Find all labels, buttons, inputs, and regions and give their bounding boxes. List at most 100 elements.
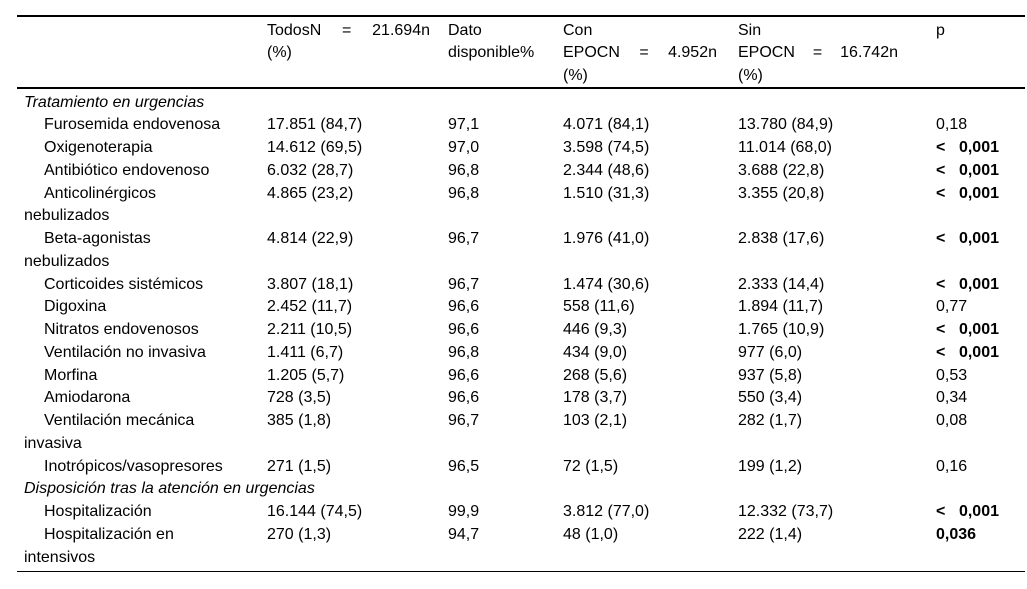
p-value-number: 0,001 <box>958 321 999 338</box>
header-col-con-epoc: Con EPOCN = 4.952n (%) <box>563 20 738 88</box>
cell-sin-epoc: 11.014 (68,0) <box>738 139 832 156</box>
cell-con-epoc: 446 (9,3) <box>563 321 628 338</box>
cell-dato-disponible: 94,7 <box>448 525 480 543</box>
header-todos-line2: (%) <box>267 44 292 62</box>
cell-sin-epoc: 12.332 (73,7) <box>738 503 834 520</box>
cell-dato-disponible: 96,5 <box>448 457 480 475</box>
header-todos-line1: TodosN = 21.694n <box>267 21 430 39</box>
cell-sin-epoc: 199 (1,2) <box>738 457 803 475</box>
cell-con-epoc: 434 (9,0) <box>563 343 628 361</box>
table-row: Digoxina 2.452 (11,7) 96,6 558 (11,6) 1.894 … <box>17 296 1025 319</box>
p-less-than-sign: < <box>936 139 946 156</box>
p-less-than-sign: < <box>936 321 946 338</box>
cell-p-value: <0,001 <box>922 137 1025 160</box>
table-section-row: Disposición tras la atención en urgencia… <box>17 478 1025 501</box>
cell-con-epoc: 72 (1,5) <box>563 457 619 475</box>
p-less-than-sign: < <box>936 161 946 179</box>
cell-p-value: <0,001 <box>922 160 1025 183</box>
p-value-number: 0,001 <box>958 230 999 247</box>
cell-p-value: 0,036 <box>922 524 1025 547</box>
row-label: Beta-agonistas nebulizados <box>24 230 151 270</box>
p-value-number: 0,001 <box>958 503 999 520</box>
cell-todos: 728 (3,5) <box>267 389 332 407</box>
cell-dato-disponible: 96,7 <box>448 275 480 293</box>
table-bottom-rule <box>17 570 1025 573</box>
cell-dato-disponible: 96,8 <box>448 184 480 202</box>
cell-p-value: <0,001 <box>922 228 1025 251</box>
cell-dato-disponible: 97,1 <box>448 116 480 134</box>
cell-todos: 270 (1,3) <box>267 525 332 543</box>
cell-sin-epoc: 282 (1,7) <box>738 412 803 429</box>
row-label: Ventilación mecánica invasiva <box>24 412 195 452</box>
p-value-number: 0,001 <box>958 184 999 202</box>
table-row: Corticoides sistémicos 3.807 (18,1) 96,7 1.… <box>17 274 1025 297</box>
cell-sin-epoc: 2.333 (14,4) <box>738 275 825 293</box>
cell-p-value: <0,001 <box>922 183 1025 206</box>
cell-con-epoc: 1.474 (30,6) <box>563 275 650 293</box>
cell-p-value: 0,34 <box>922 387 1025 410</box>
cell-todos: 4.814 (22,9) <box>267 230 354 247</box>
header-sin-line1: Sin <box>738 21 762 39</box>
p-less-than-sign: < <box>936 343 946 361</box>
table-top-rule <box>17 15 1025 17</box>
cell-p-value: <0,001 <box>922 342 1025 365</box>
table-row: Inotrópicos/vasopresores 271 (1,5) 96,5 72 … <box>17 456 1025 479</box>
table-header-rule <box>17 87 1025 89</box>
cell-con-epoc: 103 (2,1) <box>563 412 628 429</box>
row-label: Morfina <box>44 366 98 384</box>
cell-todos: 4.865 (23,2) <box>267 184 354 202</box>
table-row: Furosemida endovenosa 17.851 (84,7) 97,1 4.… <box>17 114 1025 137</box>
header-col-p: p <box>936 21 945 39</box>
cell-todos: 3.807 (18,1) <box>267 275 354 293</box>
table-row: Hospitalización 16.144 (74,5) 99,9 3.812 (7… <box>17 501 1025 524</box>
cell-dato-disponible: 96,7 <box>448 412 480 429</box>
row-label: Oxigenoterapia <box>44 139 153 156</box>
cell-con-epoc: 1.510 (31,3) <box>563 184 650 202</box>
cell-dato-disponible: 97,0 <box>448 139 480 156</box>
p-value-number: 0,001 <box>958 161 999 179</box>
table-row: Hospitalización en intensivos 270 (1,3) 94… <box>17 524 1025 570</box>
cell-dato-disponible: 96,6 <box>448 389 480 407</box>
p-value-justified: <0,001 <box>936 183 999 206</box>
table-row: Ventilación mecánica invasiva 385 (1,8) 96… <box>17 410 1025 456</box>
header-con-line2: EPOCN = 4.952n <box>563 44 717 62</box>
cell-con-epoc: 178 (3,7) <box>563 389 628 407</box>
cell-sin-epoc: 2.838 (17,6) <box>738 230 825 247</box>
cell-dato-disponible: 96,7 <box>448 230 480 247</box>
p-less-than-sign: < <box>936 275 946 293</box>
header-sin-line2: EPOCN = 16.742n <box>738 44 898 62</box>
row-label: Nitratos endovenosos <box>44 321 199 338</box>
cell-sin-epoc: 1.894 (11,7) <box>738 298 824 316</box>
table-header: TodosN = 21.694n (%) Dato disponible% Con … <box>17 20 1025 88</box>
cell-p-value: 0,77 <box>922 296 1025 319</box>
cell-con-epoc: 268 (5,6) <box>563 366 628 384</box>
row-label: Antibiótico endovenoso <box>44 161 210 179</box>
cell-dato-disponible: 96,8 <box>448 343 480 361</box>
cell-p-value: <0,001 <box>922 501 1025 524</box>
cell-con-epoc: 48 (1,0) <box>563 525 619 543</box>
p-value-justified: <0,001 <box>936 160 999 183</box>
cell-con-epoc: 2.344 (48,6) <box>563 161 650 179</box>
cell-p-value: 0,16 <box>922 456 1025 479</box>
cell-dato-disponible: 96,8 <box>448 161 480 179</box>
row-label: Furosemida endovenosa <box>44 116 221 134</box>
cell-sin-epoc: 1.765 (10,9) <box>738 321 825 338</box>
p-less-than-sign: < <box>936 184 946 202</box>
p-value-number: 0,001 <box>958 139 999 156</box>
table-row: Beta-agonistas nebulizados 4.814 (22,9) 96… <box>17 228 1025 274</box>
p-less-than-sign: < <box>936 503 946 520</box>
header-col-dato-disponible: Dato disponible% <box>448 20 563 66</box>
cell-sin-epoc: 550 (3,4) <box>738 389 803 407</box>
p-value-number: 0,036 <box>936 525 977 543</box>
cell-sin-epoc: 937 (5,8) <box>738 366 803 384</box>
cell-con-epoc: 3.598 (74,5) <box>563 139 650 156</box>
header-dato-line1: Dato <box>448 21 482 39</box>
table-row: Antibiótico endovenoso 6.032 (28,7) 96,8 2.… <box>17 160 1025 183</box>
cell-todos: 1.411 (6,7) <box>267 343 344 361</box>
row-label: Inotrópicos/vasopresores <box>44 457 223 475</box>
cell-todos: 385 (1,8) <box>267 412 332 429</box>
cell-dato-disponible: 99,9 <box>448 503 480 520</box>
cell-sin-epoc: 3.355 (20,8) <box>738 184 825 202</box>
p-value-number: 0,001 <box>958 275 999 293</box>
row-label: Corticoides sistémicos <box>44 275 204 293</box>
